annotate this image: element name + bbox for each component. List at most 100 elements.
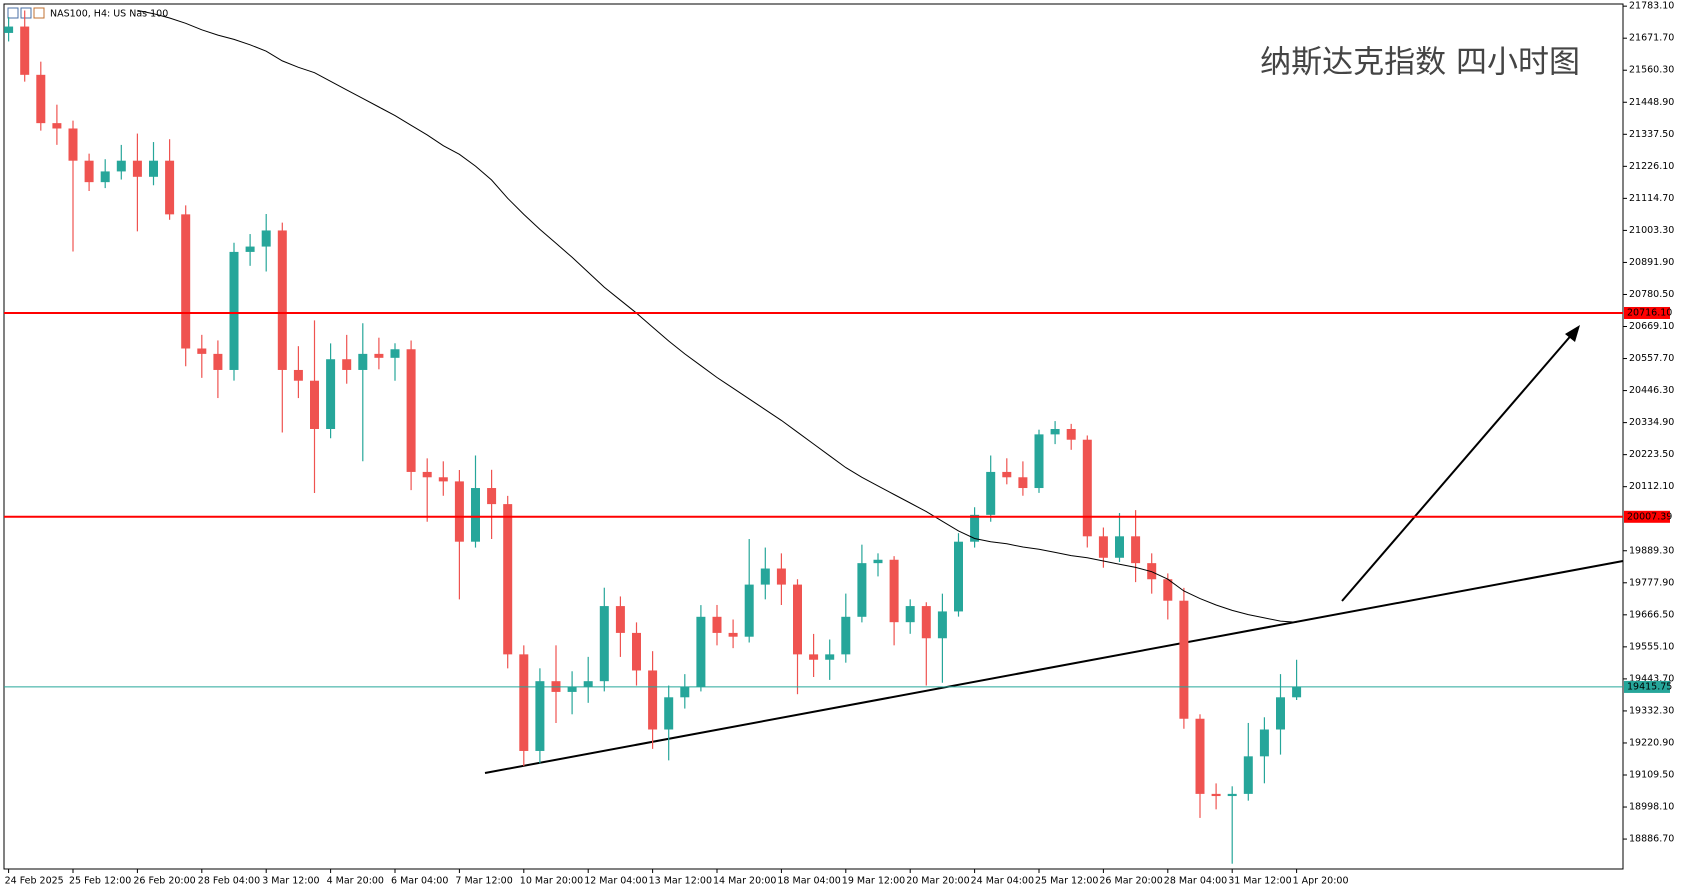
x-tick-label: 14 Mar 20:00 [713,876,776,887]
icon [20,7,32,19]
trend-line [484,560,1624,774]
x-tick-label: 31 Mar 12:00 [1228,876,1291,887]
candle-body [197,348,207,354]
y-tick-label: 21337.50 [1629,129,1674,140]
candle-body [149,160,158,177]
y-tick-label: 20669.10 [1629,321,1674,332]
candle-body [52,123,62,129]
candle-body [68,128,78,161]
y-tick-label: 19220.90 [1629,737,1674,748]
candle-body [1002,471,1012,478]
candle-body [487,488,497,505]
candle-body [438,477,448,482]
candle-body [841,616,851,655]
candle-body [132,160,142,177]
candle-body [970,514,980,542]
y-tick-label: 21114.70 [1629,193,1674,204]
x-tick-label: 26 Feb 20:00 [133,876,195,887]
candle-body [84,160,94,183]
candle-body [632,632,641,671]
candle-body [406,349,416,472]
arrow-head [1565,325,1580,342]
y-tick-label: 18886.70 [1629,834,1674,845]
candle-body [1227,793,1237,797]
x-tick-label: 19 Mar 12:00 [842,876,905,887]
candle-body [1131,536,1141,564]
candle-body [583,681,593,687]
x-tick-label: 20 Mar 20:00 [906,876,969,887]
candle-body [503,504,513,655]
candle-body [1276,697,1285,730]
y-tick-label: 21003.30 [1629,225,1674,236]
candle-body [873,559,883,564]
candle-body [277,230,287,370]
candle-body [454,481,464,542]
candle-body [116,160,126,172]
price-label: 19415.75 [1627,681,1672,692]
x-tick-label: 3 Mar 12:00 [262,876,319,887]
candle-body [326,359,336,429]
candle-body [342,359,352,370]
x-tick-label: 10 Mar 20:00 [520,876,583,887]
y-tick-label: 19666.50 [1629,609,1674,620]
x-tick-label: 1 Apr 20:00 [1293,876,1349,887]
y-tick-label: 20223.50 [1629,449,1674,460]
x-tick-label: 18 Mar 04:00 [777,876,840,887]
arrow-line [1341,331,1575,602]
x-tick-label: 12 Mar 04:00 [584,876,647,887]
x-tick-label: 24 Mar 04:00 [971,876,1034,887]
candle-body [712,616,722,633]
candle-body [293,369,303,381]
y-tick-label: 19889.30 [1629,545,1674,556]
candle-body [1082,439,1092,537]
y-tick-label: 21671.70 [1629,33,1674,44]
y-tick-label: 19109.50 [1629,769,1674,780]
y-tick-label: 20891.90 [1629,257,1674,268]
y-tick-label: 21226.10 [1629,161,1674,172]
candle-body [36,74,46,124]
candle-body [1018,477,1028,489]
candle-body [471,488,480,542]
x-tick-label: 4 Mar 20:00 [327,876,384,887]
icon [33,7,45,19]
candle-body [825,654,835,660]
candle-body [696,616,706,687]
y-tick-label: 19443.70 [1629,673,1674,684]
candle-body [889,559,899,623]
candle-body [857,563,867,617]
candle-body [615,606,625,633]
y-tick-label: 21560.30 [1629,65,1674,76]
x-tick-label: 24 Feb 2025 [5,876,64,887]
annotation: 纳斯达克指数 四小时图 [1260,45,1580,81]
y-tick-label: 20446.30 [1629,385,1674,396]
y-tick-label: 19555.10 [1629,641,1674,652]
candle-body [599,606,609,682]
candle-body [664,697,674,730]
candle-body [1179,600,1189,719]
candle-body [20,26,30,75]
x-tick-label: 25 Feb 12:00 [69,876,131,887]
x-tick-label: 28 Mar 04:00 [1164,876,1227,887]
candle-body [422,471,432,478]
candle-body [1066,428,1076,440]
candle-body [213,353,223,370]
candle-body [358,353,368,370]
candle-body [1292,686,1302,698]
candle-body [245,246,255,252]
candle-body [793,584,802,655]
y-tick-label: 19332.30 [1629,705,1674,716]
candle-body [776,568,786,585]
y-tick-label: 21783.10 [1629,1,1674,12]
y-tick-label: 18998.10 [1629,802,1674,813]
plot-frame [3,3,1624,870]
candle-body [1098,536,1108,558]
moving-average [137,9,1297,623]
candle-body [760,568,770,585]
candle-body [165,160,175,215]
candle-body [374,353,384,358]
candle-body [1259,729,1269,757]
candle-body [1195,718,1205,794]
y-tick-label: 21448.90 [1629,97,1674,108]
candle-body [1115,536,1124,558]
